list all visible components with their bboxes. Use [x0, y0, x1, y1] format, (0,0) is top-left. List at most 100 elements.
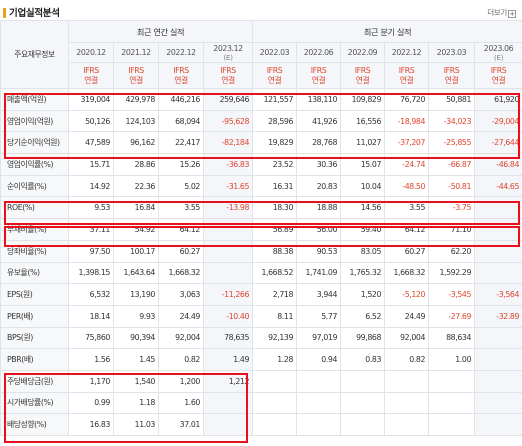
basis-header: IFRS 연결 [428, 62, 476, 89]
basis-scope: 연결 [444, 75, 459, 85]
table-cell: 1,200 [158, 369, 204, 393]
financial-summary-table: 주요재무정보 최근 연간 실적 최근 분기 실적 2020.12 2021.12 2… [0, 20, 522, 436]
table-cell: 6.52 [340, 304, 386, 328]
table-cell [474, 413, 522, 436]
row-label: 순이익률(%) [0, 174, 69, 198]
table-cell: 259,646 [202, 88, 254, 111]
table-cell: 50,126 [68, 109, 114, 133]
table-cell: 14.92 [68, 174, 114, 198]
basis-header: IFRS 연결 [252, 62, 298, 89]
basis-header: IFRS 연결 [474, 62, 522, 89]
table-cell: 50,881 [428, 88, 476, 111]
table-cell: 446,216 [158, 88, 204, 111]
table-cell: 60.27 [158, 239, 204, 263]
table-cell: -66.87 [428, 153, 476, 176]
row-label: ROE(%) [0, 196, 69, 220]
table-cell: 23.52 [252, 153, 298, 176]
table-cell: 1.56 [68, 348, 114, 371]
row-label: 당좌비율(%) [0, 239, 69, 263]
table-cell: -11,266 [202, 283, 254, 306]
row-label: 유보율(%) [0, 261, 69, 285]
table-cell: 64.12 [384, 218, 430, 241]
period-label: 2023.06 [483, 43, 514, 53]
table-cell: -25,855 [428, 131, 476, 155]
period-header: 2023.12 (E) [202, 42, 254, 63]
table-cell: -5,120 [384, 283, 430, 306]
row-label: 영업이익률(%) [0, 153, 69, 176]
table-cell: 76,720 [384, 88, 430, 111]
table-cell: -13.98 [202, 196, 254, 220]
table-cell: -95,628 [202, 109, 254, 133]
table-cell: 1.00 [428, 348, 476, 371]
basis-scope: 연결 [355, 75, 370, 85]
table-cell: 37.01 [158, 413, 204, 436]
table-cell: 5.77 [296, 304, 342, 328]
table-cell: 75,860 [68, 326, 114, 350]
table-cell: 1,765.32 [340, 261, 386, 285]
table-cell: 0.82 [384, 348, 430, 371]
basis-standard: IFRS [490, 65, 507, 75]
basis-header: IFRS 연결 [68, 62, 114, 89]
table-cell [474, 369, 522, 393]
table-cell [474, 196, 522, 220]
table-cell [252, 369, 298, 393]
row-label: 매출액(억원) [0, 88, 69, 111]
table-row: PER(배) 18.14 9.93 24.49 -10.40 8.11 5.77 6.52 24… [0, 304, 522, 328]
table-cell: 15.26 [158, 153, 204, 176]
table-row: 부채비율(%) 37.11 54.92 64.12 56.89 56.00 59.40 64.… [0, 218, 522, 241]
table-row: 순이익률(%) 14.92 22.36 5.02 -31.65 16.31 20.83 10.… [0, 174, 522, 198]
table-cell: 64.12 [158, 218, 204, 241]
table-row: 영업이익(억원) 50,126 124,103 68,094 -95,628 28,596… [0, 109, 522, 133]
table-cell: -50.81 [428, 174, 476, 198]
table-cell: 138,110 [296, 88, 342, 111]
row-label: BPS(원) [0, 326, 69, 350]
table-cell: -24.74 [384, 153, 430, 176]
period-header: 2022.12 [158, 42, 204, 63]
table-cell: 1.28 [252, 348, 298, 371]
table-cell: 9.93 [113, 304, 159, 328]
table-cell: -29,004 [474, 109, 522, 133]
basis-scope: 연결 [129, 75, 143, 85]
basis-header: IFRS 연결 [113, 62, 159, 89]
row-label: 부채비율(%) [0, 218, 69, 241]
table-cell: 1,592.29 [428, 261, 476, 285]
table-cell: 96,162 [113, 131, 159, 155]
table-cell [384, 391, 430, 415]
table-cell: -32.89 [474, 304, 522, 328]
table-cell: 88,634 [428, 326, 476, 350]
table-cell: 28.86 [113, 153, 159, 176]
table-cell: 6,532 [68, 283, 114, 306]
table-cell [340, 391, 386, 415]
table-cell: 109,829 [340, 88, 386, 111]
table-row: 영업이익률(%) 15.71 28.86 15.26 -36.83 23.52 30.36 1… [0, 153, 522, 176]
period-label: 2022.09 [347, 48, 378, 57]
table-cell: 1.18 [113, 391, 159, 415]
period-header: 2020.12 [68, 42, 114, 63]
table-cell [428, 369, 476, 393]
table-cell: 124,103 [113, 109, 159, 133]
table-cell: 68,094 [158, 109, 204, 133]
basis-standard: IFRS [310, 65, 327, 75]
more-link[interactable]: 더보기 + [487, 7, 516, 18]
row-label: 영업이익(억원) [0, 109, 69, 133]
table-row: 매출액(억원) 319,004 429,978 446,216 259,646 121,5… [0, 88, 522, 111]
table-cell: 16.83 [68, 413, 114, 436]
table-cell [474, 218, 522, 241]
basis-scope: 연결 [221, 75, 235, 85]
table-cell: 14.56 [340, 196, 386, 220]
basis-header: IFRS 연결 [158, 62, 204, 89]
table-cell: 0.99 [68, 391, 114, 415]
title-marker-icon [3, 8, 6, 18]
period-label: 2023.12 [213, 43, 243, 53]
basis-standard: IFRS [173, 65, 189, 75]
table-cell: 92,004 [384, 326, 430, 350]
table-cell: 3,063 [158, 283, 204, 306]
table-cell: 16.31 [252, 174, 298, 198]
period-header: 2022.12 [384, 42, 430, 63]
table-cell: 1,520 [340, 283, 386, 306]
table-cell: 60.27 [384, 239, 430, 263]
table-cell: 13,190 [113, 283, 159, 306]
table-cell: 22.36 [113, 174, 159, 198]
table-cell [428, 391, 476, 415]
table-row: 배당성향(%) 16.83 11.03 37.01 [0, 413, 522, 436]
